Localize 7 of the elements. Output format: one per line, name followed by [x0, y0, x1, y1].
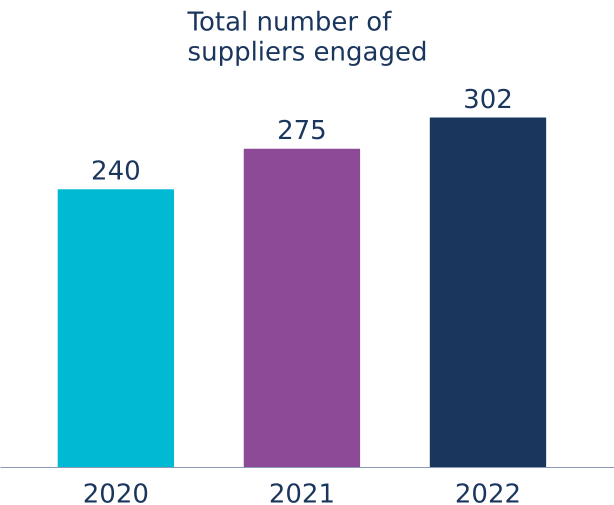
- data-label: 275: [277, 116, 327, 146]
- data-label: 240: [91, 156, 141, 187]
- x-tick-label: 2022: [454, 480, 522, 505]
- chart-title: Total number of suppliers engaged: [186, 8, 428, 68]
- data-label: 302: [463, 84, 513, 115]
- x-tick-label: 2020: [82, 480, 149, 505]
- x-tick-label: 2021: [268, 480, 336, 505]
